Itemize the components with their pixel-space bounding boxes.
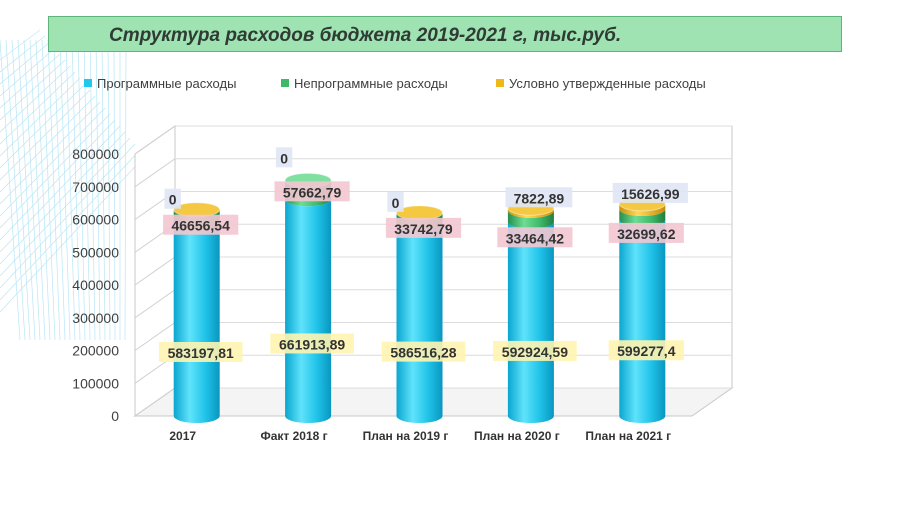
grid-line bbox=[134, 125, 176, 155]
x-tick-label: План на 2019 г bbox=[363, 429, 449, 443]
data-label-conditional: 0 bbox=[392, 195, 400, 211]
grid-line bbox=[134, 256, 176, 286]
data-label-conditional-bg bbox=[275, 147, 293, 168]
bar-segment-2 bbox=[507, 208, 554, 218]
y-tick-label: 800000 bbox=[72, 146, 119, 162]
y-tick-label: 400000 bbox=[72, 277, 119, 293]
x-tick-label: 2017 bbox=[169, 429, 196, 443]
data-label-program-bg bbox=[270, 333, 354, 354]
data-label-program: 592924,59 bbox=[502, 344, 568, 360]
data-label-program: 586516,28 bbox=[390, 345, 456, 361]
data-label-program-bg bbox=[493, 340, 577, 361]
bar-segment-1 bbox=[507, 210, 554, 229]
legend-swatch-nonprogram bbox=[281, 79, 289, 87]
y-tick-label: 300000 bbox=[72, 310, 119, 326]
bar-segment-1 bbox=[619, 209, 666, 227]
data-label-nonprogram: 32699,62 bbox=[617, 226, 676, 242]
data-label-conditional: 0 bbox=[280, 150, 288, 166]
bar-segment-0 bbox=[285, 199, 332, 423]
data-label-conditional: 7822,89 bbox=[514, 190, 565, 206]
title-banner: Структура расходов бюджета 2019-2021 г, … bbox=[48, 16, 842, 52]
legend-item-nonprogram: Непрограммные расходы bbox=[281, 76, 448, 91]
data-label-conditional: 0 bbox=[169, 192, 177, 208]
grid-line bbox=[134, 158, 176, 188]
bar-segment-0 bbox=[619, 219, 666, 423]
data-label-program: 661913,89 bbox=[279, 336, 345, 352]
data-label-nonprogram: 33742,79 bbox=[394, 221, 453, 237]
grid-line bbox=[134, 387, 176, 417]
bar-segment-2 bbox=[619, 203, 666, 217]
y-tick-label: 600000 bbox=[72, 212, 119, 228]
data-label-program-bg bbox=[608, 340, 684, 361]
grid-line bbox=[134, 322, 176, 351]
data-label-nonprogram-bg bbox=[163, 214, 239, 235]
data-label-program-bg bbox=[158, 341, 243, 362]
y-tick-label: 500000 bbox=[72, 244, 119, 260]
legend-label-conditional: Условно утвержденные расходы bbox=[509, 76, 706, 91]
chart-title: Структура расходов бюджета 2019-2021 г, … bbox=[109, 25, 622, 46]
data-label-nonprogram: 57662,79 bbox=[283, 184, 342, 200]
legend-swatch-conditional bbox=[496, 79, 504, 87]
data-label-conditional-bg bbox=[505, 187, 573, 208]
data-label-conditional-bg bbox=[612, 182, 688, 203]
bar-segment-0 bbox=[507, 221, 554, 423]
data-label-program: 599277,4 bbox=[617, 343, 676, 359]
x-tick-label: План на 2021 г bbox=[585, 429, 671, 443]
data-label-nonprogram-bg bbox=[497, 227, 573, 248]
y-tick-label: 700000 bbox=[72, 179, 119, 195]
grid-line bbox=[134, 289, 176, 319]
y-tick-label: 100000 bbox=[72, 375, 119, 391]
bar-segment-0 bbox=[173, 225, 220, 423]
legend-label-program: Программные расходы bbox=[97, 76, 237, 91]
data-label-nonprogram: 33464,42 bbox=[506, 230, 565, 246]
data-label-nonprogram-bg bbox=[608, 222, 684, 243]
data-label-nonprogram: 46656,54 bbox=[171, 218, 230, 234]
y-tick-label: 200000 bbox=[72, 343, 119, 359]
data-label-program-bg bbox=[381, 341, 466, 362]
legend-item-program: Программные расходы bbox=[84, 76, 236, 91]
data-label-nonprogram-bg bbox=[274, 181, 350, 202]
legend-label-nonprogram: Непрограммные расходы bbox=[294, 76, 448, 91]
x-tick-label: План на 2020 г bbox=[474, 429, 560, 443]
data-label-program: 583197,81 bbox=[168, 345, 234, 361]
data-label-nonprogram-bg bbox=[385, 217, 462, 238]
decorative-wireframe bbox=[0, 29, 140, 340]
x-tick-label: Факт 2018 г bbox=[261, 429, 328, 443]
data-label-conditional-bg bbox=[387, 191, 404, 212]
bar-segment-0 bbox=[396, 223, 443, 423]
legend-item-conditional: Условно утвержденные расходы bbox=[496, 76, 706, 91]
y-tick-label: 0 bbox=[111, 408, 119, 424]
data-label-conditional: 15626,99 bbox=[621, 186, 680, 202]
data-label-conditional-bg bbox=[164, 188, 181, 209]
legend-swatch-program bbox=[84, 79, 92, 87]
